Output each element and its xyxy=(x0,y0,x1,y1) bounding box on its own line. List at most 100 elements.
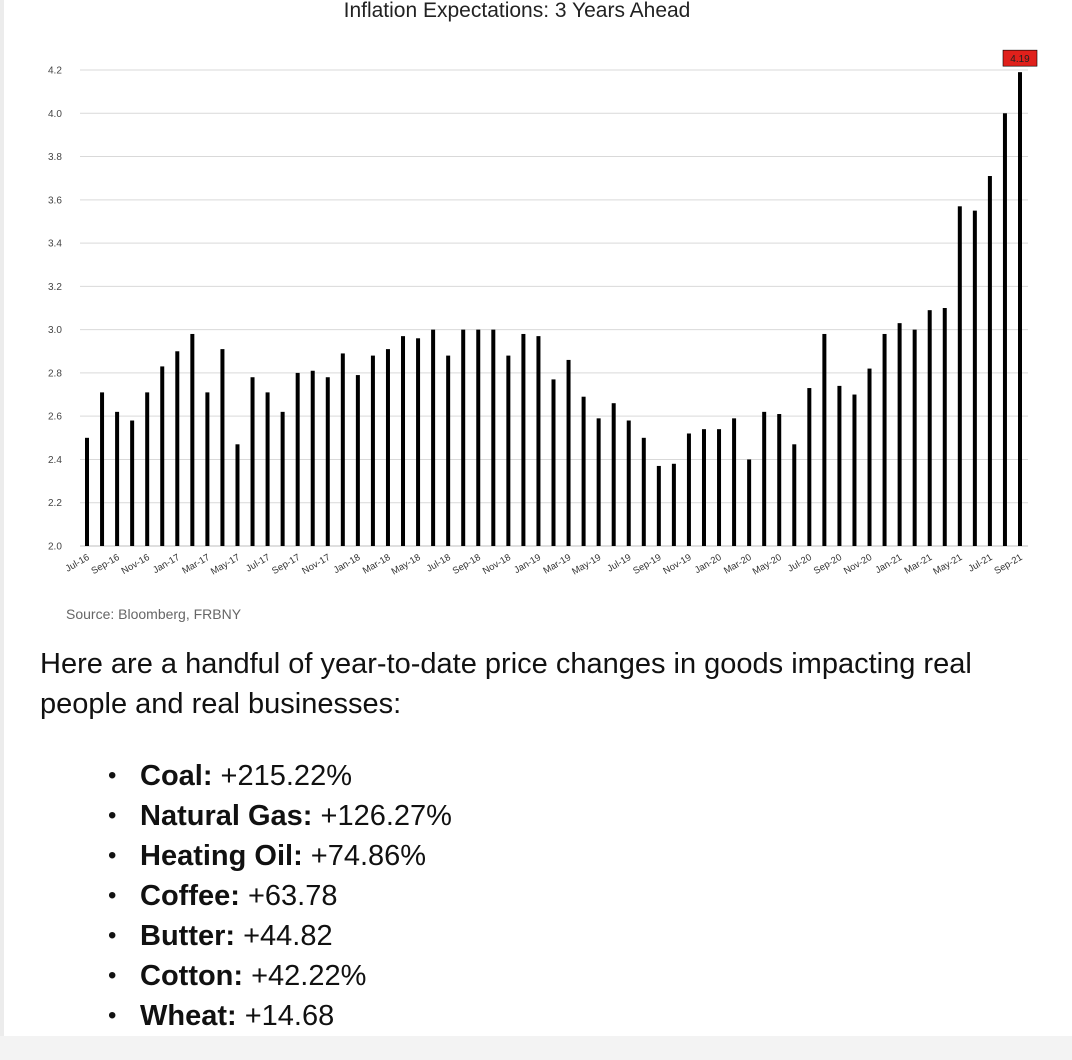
x-tick-label: Nov-17 xyxy=(300,552,332,577)
x-tick-label: Mar-19 xyxy=(541,552,573,577)
x-tick-label: Nov-19 xyxy=(661,552,693,577)
bar xyxy=(295,372,300,546)
bar xyxy=(446,355,451,546)
commodity-name: Coffee: xyxy=(140,880,240,912)
bar xyxy=(175,351,180,546)
bar xyxy=(1002,113,1007,546)
bar xyxy=(220,349,225,546)
x-tick-label: Sep-18 xyxy=(451,552,483,577)
bar xyxy=(837,385,842,546)
bar xyxy=(100,392,105,546)
x-tick-label: Jul-16 xyxy=(64,552,92,574)
bar xyxy=(145,392,150,546)
bar xyxy=(551,379,556,546)
commodity-item: • Coal: +215.22% xyxy=(108,756,452,796)
commodity-item: • Heating Oil: +74.86% xyxy=(108,836,452,876)
bar xyxy=(747,459,752,546)
x-tick-label: May-21 xyxy=(931,552,964,577)
bar xyxy=(987,176,992,546)
x-tick-label: Jan-21 xyxy=(873,552,904,576)
article-intro: Here are a handful of year-to-date price… xyxy=(40,648,972,720)
x-tick-label: Jan-17 xyxy=(151,552,182,576)
commodity-item: • Natural Gas: +126.27% xyxy=(108,796,452,836)
chart-source: Source: Bloomberg, FRBNY xyxy=(66,606,242,622)
bar xyxy=(822,333,827,546)
x-tick-label: May-18 xyxy=(390,552,423,577)
y-tick-label: 3.6 xyxy=(48,195,62,206)
y-tick-label: 2.0 xyxy=(48,542,62,553)
bar xyxy=(431,329,436,546)
bullet-icon: • xyxy=(108,1002,117,1029)
bar xyxy=(792,444,797,546)
bar xyxy=(1018,72,1022,546)
commodity-change: +215.22% xyxy=(212,760,352,792)
y-tick-label: 4.0 xyxy=(48,109,62,120)
highlight-label: 4.19 xyxy=(1010,54,1030,65)
x-tick-label: Sep-20 xyxy=(812,552,844,577)
x-tick-label: Mar-20 xyxy=(722,552,754,577)
x-tick-label: Jul-20 xyxy=(786,552,814,574)
x-tick-label: Nov-16 xyxy=(120,552,152,577)
bar xyxy=(385,349,390,546)
bar xyxy=(160,366,165,546)
left-edge-strip xyxy=(0,0,4,1060)
bar xyxy=(506,355,511,546)
commodity-change: +14.68 xyxy=(236,1000,335,1032)
commodity-name: Wheat: xyxy=(140,1000,237,1032)
commodity-change: +74.86% xyxy=(302,840,427,872)
bar xyxy=(235,444,240,546)
bar xyxy=(942,308,947,546)
y-tick-label: 4.2 xyxy=(48,66,62,77)
bar xyxy=(355,375,360,546)
commodity-list: • Coal: +215.22% • Natural Gas: +126.27% • He… xyxy=(108,756,452,1036)
bullet-icon: • xyxy=(108,762,117,789)
y-tick-label: 2.4 xyxy=(48,455,62,466)
bar xyxy=(626,420,631,546)
bar xyxy=(340,353,345,546)
bar xyxy=(280,411,285,546)
x-tick-label: Jul-21 xyxy=(966,552,994,574)
bar xyxy=(401,336,406,546)
y-tick-label: 2.8 xyxy=(48,368,62,379)
bullet-icon: • xyxy=(108,842,117,869)
bar xyxy=(927,310,932,546)
bullet-icon: • xyxy=(108,962,117,989)
bar xyxy=(370,355,375,546)
y-tick-label: 3.8 xyxy=(48,152,62,163)
bar xyxy=(867,368,872,546)
x-tick-label: Mar-18 xyxy=(361,552,393,577)
x-tick-label: Jan-19 xyxy=(512,552,543,576)
bullet-icon: • xyxy=(108,802,117,829)
y-tick-label: 3.4 xyxy=(48,239,62,250)
bar xyxy=(882,333,887,546)
commodity-item: • Cotton: +42.22% xyxy=(108,956,452,996)
commodity-change: +63.78 xyxy=(239,880,338,912)
bar xyxy=(130,420,135,546)
commodity-name: Heating Oil: xyxy=(140,840,303,872)
bar xyxy=(972,210,977,547)
bar xyxy=(656,465,661,546)
bar xyxy=(611,403,616,546)
bar xyxy=(671,463,676,546)
x-tick-label: Jan-20 xyxy=(693,552,724,576)
bar xyxy=(521,333,526,546)
x-tick-label: Nov-20 xyxy=(842,552,874,577)
bar xyxy=(701,429,706,546)
commodity-item: • Coffee: +63.78 xyxy=(108,876,452,916)
bar xyxy=(461,329,466,546)
data-labels: 4.19 xyxy=(1002,49,1038,67)
x-tick-label: Sep-17 xyxy=(270,552,302,577)
inflation-chart: Inflation Expectations: 3 Years Ahead 2.… xyxy=(48,0,1038,622)
x-tick-label: Sep-21 xyxy=(992,552,1024,577)
x-tick-label: Jul-19 xyxy=(605,552,633,574)
x-tick-label: Mar-17 xyxy=(180,552,212,577)
x-tick-label: Jul-18 xyxy=(425,552,453,574)
commodity-change: +126.27% xyxy=(312,800,452,832)
bar xyxy=(581,396,586,546)
commodity-name: Natural Gas: xyxy=(140,800,313,832)
x-tick-label: Sep-19 xyxy=(631,552,663,577)
bar xyxy=(852,394,857,546)
y-tick-label: 3.0 xyxy=(48,325,62,336)
bar xyxy=(762,411,767,546)
